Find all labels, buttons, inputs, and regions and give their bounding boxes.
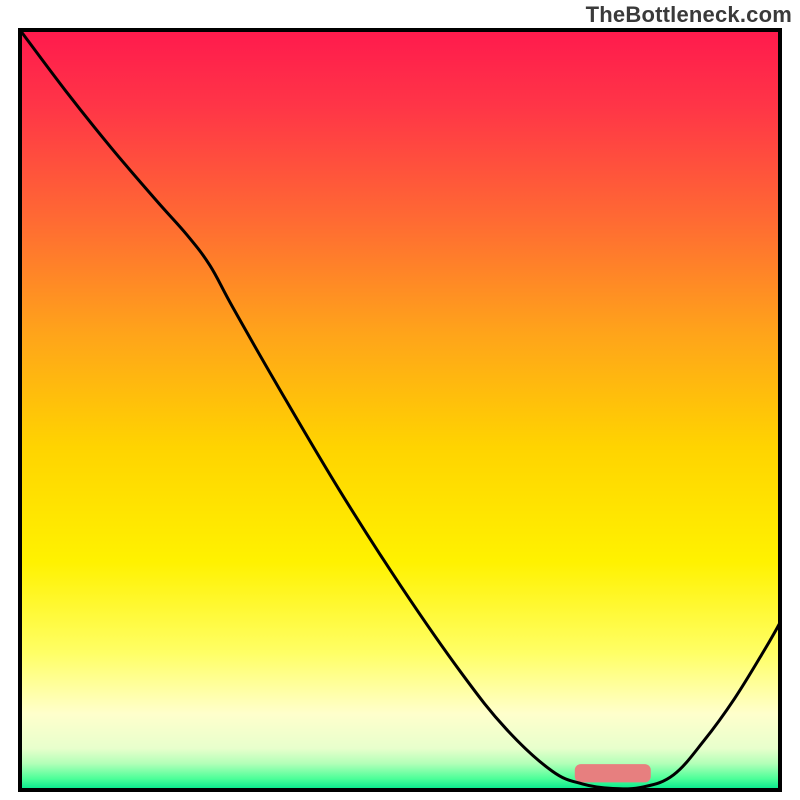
watermark-text: TheBottleneck.com (586, 2, 792, 28)
plot-background (20, 30, 780, 790)
optimum-marker (575, 764, 651, 782)
chart-container: TheBottleneck.com (0, 0, 800, 800)
bottleneck-chart (0, 0, 800, 800)
